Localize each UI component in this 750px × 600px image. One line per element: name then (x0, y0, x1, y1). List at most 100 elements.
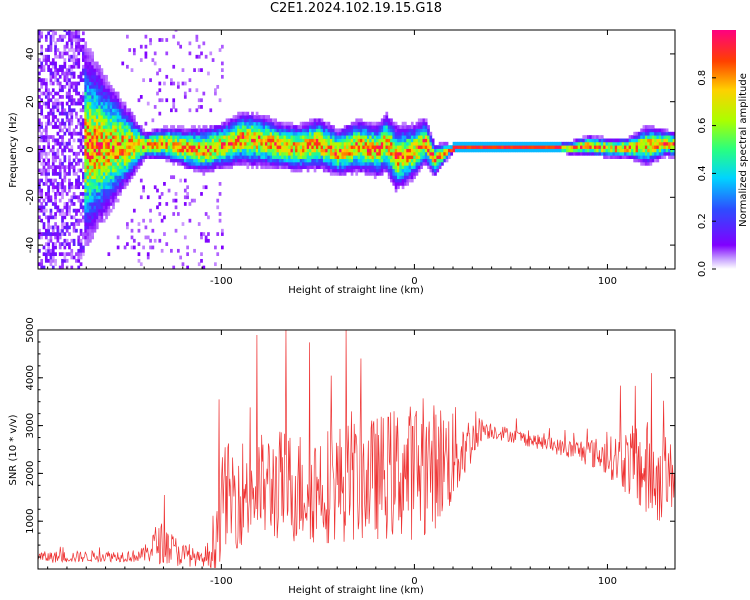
spectrogram-cell (88, 71, 92, 76)
spectrogram-cell (624, 151, 627, 156)
spectrogram-cell (624, 145, 627, 149)
spectrogram-cell (517, 148, 521, 153)
spectrogram-cell (84, 141, 88, 146)
spectrogram-cell (179, 135, 183, 139)
spectrogram-cell (56, 238, 60, 243)
spectrogram-cell (540, 148, 544, 153)
spectrogram-cell (255, 121, 259, 126)
spectrogram-y-tick-label: -40 (25, 237, 36, 253)
spectrogram-cell (656, 131, 660, 136)
spectrogram-cell (644, 135, 648, 139)
spectrogram-cell (339, 128, 342, 133)
spectrogram-cell (290, 138, 294, 143)
spectrogram-cell (575, 151, 579, 156)
spectrogram-cell (183, 131, 187, 136)
spectrogram-cell (40, 188, 44, 193)
spectrogram-cell (619, 155, 623, 159)
spectrogram-cell (123, 115, 127, 119)
spectrogram-cell (61, 222, 64, 226)
spectrogram-cell (353, 135, 356, 139)
spectrogram-cell (603, 141, 606, 146)
spectrogram-cell (644, 145, 648, 149)
spectrogram-cell (128, 158, 132, 163)
spectrogram-cell (153, 155, 157, 159)
spectrogram-cell (47, 141, 50, 146)
spectrogram-cell (58, 135, 62, 139)
spectrogram-cell (44, 232, 48, 236)
spectrogram-cell (624, 141, 627, 146)
spectrogram-cell (524, 148, 528, 153)
spectrogram-cell (70, 222, 74, 226)
spectrogram-cell (343, 145, 347, 149)
spectrogram-cell (91, 68, 94, 72)
spectrogram-cell (392, 171, 396, 176)
spectrogram-cell (119, 101, 122, 106)
spectrogram-cell (68, 108, 71, 113)
spectrogram-cell (371, 121, 375, 126)
spectrogram-cell (348, 161, 352, 166)
spectrogram-cell (223, 155, 227, 159)
spectrogram-cell (174, 128, 178, 133)
spectrogram-cell (394, 141, 398, 146)
spectrogram-cell (156, 128, 159, 133)
spectrogram-cell (542, 148, 546, 153)
spectrogram-cell (119, 118, 122, 123)
spectrogram-cell (415, 128, 419, 133)
spectrogram-cell (633, 155, 637, 159)
spectrogram-cell (649, 131, 653, 136)
spectrogram-cell (132, 131, 136, 136)
spectrogram-cell (427, 151, 430, 156)
spectrogram-cell (95, 198, 99, 203)
spectrogram-cell (315, 138, 319, 143)
spectrogram-cell (105, 95, 108, 99)
spectrogram-cell (116, 111, 120, 116)
spectrogram-cell (88, 68, 92, 72)
spectrogram-cell (371, 135, 375, 139)
spectrogram-cell (95, 111, 99, 116)
spectrogram-cell (54, 64, 57, 69)
spectrogram-cell (353, 151, 356, 156)
spectrogram-cell (302, 148, 305, 153)
spectrogram-cell (211, 148, 215, 153)
spectrogram-cell (135, 135, 139, 139)
spectrogram-cell (121, 185, 125, 190)
spectrogram-cell (100, 168, 104, 173)
spectrogram-cell (139, 155, 143, 159)
spectrogram-cell (156, 155, 159, 159)
spectrogram-cell (40, 131, 44, 136)
spectrogram-cell (355, 145, 359, 149)
spectrogram-cell (88, 58, 92, 62)
spectrogram-cell (186, 148, 189, 153)
spectrogram-cell (44, 208, 48, 213)
spectrogram-cell (51, 101, 55, 106)
spectrogram-cell (661, 141, 664, 146)
spectrogram-cell (107, 141, 111, 146)
spectrogram-cell (137, 145, 141, 149)
spectrogram-cell (218, 161, 222, 166)
spectrogram-cell (109, 192, 113, 196)
spectrogram-cell (271, 135, 275, 139)
spectrogram-cell (501, 141, 504, 146)
spectrogram-cell (121, 108, 125, 113)
spectrogram-cell (299, 131, 303, 136)
spectrogram-cell (68, 171, 71, 176)
spectrogram-cell (223, 138, 227, 143)
spectrogram-cell (186, 158, 189, 163)
spectrogram-cell (276, 138, 280, 143)
spectrogram-cell (596, 138, 599, 143)
spectrogram-cell (281, 131, 284, 136)
spectrogram-cell (614, 151, 618, 156)
spectrogram-cell (135, 151, 139, 156)
spectrogram-cell (44, 125, 48, 129)
spectrogram-cell (420, 155, 423, 159)
spectrogram-cell (153, 128, 157, 133)
spectrogram-cell (70, 255, 74, 260)
spectrogram-cell (139, 135, 143, 139)
spectrogram-cell (417, 135, 421, 139)
spectrogram-cell (93, 101, 97, 106)
spectrogram-cell (366, 158, 370, 163)
spectrogram-cell (54, 91, 57, 96)
spectrogram-cell (318, 165, 321, 170)
spectrogram-cell (186, 265, 189, 269)
spectrogram-cell (72, 31, 76, 36)
